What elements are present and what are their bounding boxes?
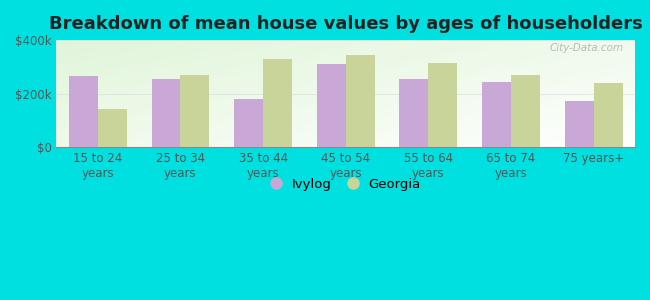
Bar — [181, 75, 209, 148]
Bar — [98, 109, 127, 148]
Bar — [428, 63, 458, 148]
Bar — [317, 64, 346, 148]
Bar — [234, 99, 263, 148]
Bar — [263, 59, 292, 148]
Bar — [346, 55, 374, 148]
Bar — [400, 79, 428, 148]
Legend: Ivylog, Georgia: Ivylog, Georgia — [265, 173, 426, 197]
Text: City-Data.com: City-Data.com — [549, 43, 623, 53]
Bar — [69, 76, 97, 148]
Title: Breakdown of mean house values by ages of householders: Breakdown of mean house values by ages o… — [49, 15, 643, 33]
Bar — [151, 79, 181, 148]
Bar — [482, 82, 511, 148]
Bar — [565, 100, 593, 148]
Bar — [511, 75, 540, 148]
Bar — [593, 83, 623, 148]
